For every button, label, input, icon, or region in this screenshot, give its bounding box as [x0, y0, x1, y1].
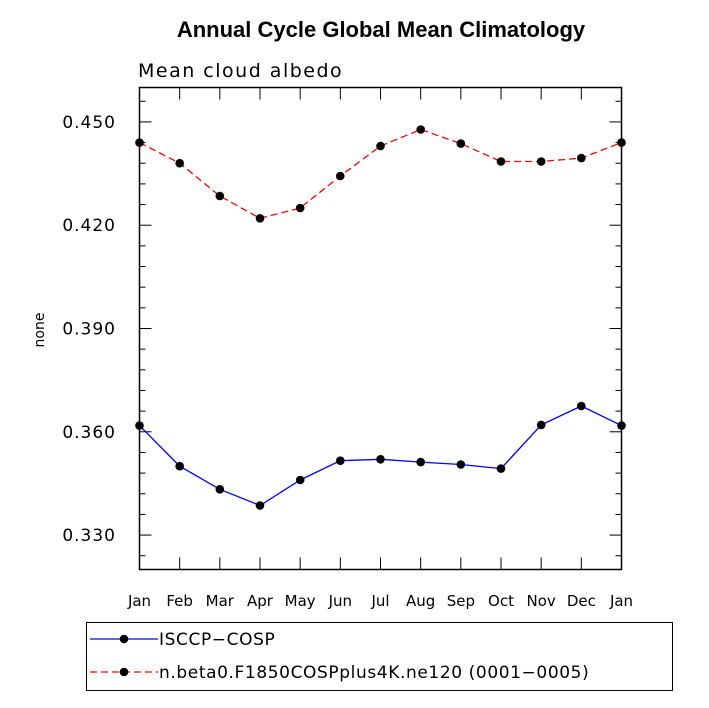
data-point-isccp: [135, 421, 144, 430]
data-point-model: [617, 138, 626, 147]
data-point-isccp: [255, 501, 265, 510]
x-tick-labels: Jan Feb Mar Apr May Jun Jul Aug Sep Oct Nov Dec Jan: [127, 592, 633, 610]
data-point-model: [135, 138, 144, 147]
data-point-model: [255, 214, 265, 223]
x-tick-label: Apr: [247, 592, 274, 610]
legend-marker-isccp: [119, 634, 129, 644]
data-point-isccp: [617, 421, 626, 430]
data-point-model: [416, 125, 426, 134]
y-tick-label: 0.420: [62, 216, 116, 236]
data-point-isccp: [175, 461, 184, 471]
chart-title: Annual Cycle Global Mean Climatology: [177, 17, 586, 42]
x-tick-label: Sep: [447, 592, 475, 610]
axis-ticks: [139, 87, 622, 570]
data-point-isccp: [536, 420, 546, 430]
x-tick-label: Aug: [406, 592, 435, 610]
data-point-isccp: [577, 401, 586, 411]
y-tick-label: 0.330: [62, 526, 116, 546]
legend-box: [86, 622, 673, 691]
x-tick-label: Mar: [206, 592, 235, 610]
data-point-isccp: [416, 457, 426, 467]
data-point-isccp: [295, 475, 305, 485]
x-tick-label: Feb: [166, 592, 193, 610]
y-tick-label: 0.360: [62, 423, 116, 443]
data-point-model: [376, 141, 385, 151]
legend-marker-model: [119, 667, 129, 677]
data-point-model: [295, 203, 305, 213]
data-point-model: [215, 191, 225, 201]
data-point-isccp: [456, 460, 466, 469]
data-point-model: [496, 157, 506, 166]
x-tick-label: Dec: [567, 592, 596, 610]
data-point-model: [336, 171, 345, 181]
data-point-model: [456, 139, 466, 148]
x-tick-label: Jun: [328, 592, 352, 610]
x-tick-label: Jan: [127, 592, 151, 610]
data-point-isccp: [376, 455, 385, 464]
data-point-isccp: [336, 456, 345, 466]
data-point-model: [175, 158, 184, 168]
data-point-isccp: [496, 464, 506, 473]
data-point-model: [577, 153, 586, 163]
x-tick-label: Jul: [370, 592, 389, 610]
plot-frame: [138, 86, 623, 571]
y-tick-label: 0.390: [62, 320, 116, 340]
x-tick-label: May: [285, 592, 316, 610]
legend-label-isccp: ISCCP−COSP: [159, 630, 275, 650]
x-tick-label: Oct: [488, 592, 514, 610]
legend: ISCCP−COSP n.beta0.F1850COSPplus4K.ne120…: [86, 622, 673, 691]
x-tick-label: Nov: [527, 592, 556, 610]
y-tick-label: 0.450: [62, 113, 116, 133]
y-tick-labels: 0.330 0.360 0.390 0.420 0.450: [62, 113, 116, 546]
data-point-model: [536, 157, 546, 166]
x-tick-label: Jan: [609, 592, 633, 610]
series-layer: [135, 125, 626, 510]
legend-label-model: n.beta0.F1850COSPplus4K.ne120 (0001−0005…: [159, 663, 589, 683]
chart-subtitle: Mean cloud albedo: [138, 60, 343, 82]
y-axis-label: none: [32, 313, 48, 348]
data-point-isccp: [215, 485, 225, 494]
